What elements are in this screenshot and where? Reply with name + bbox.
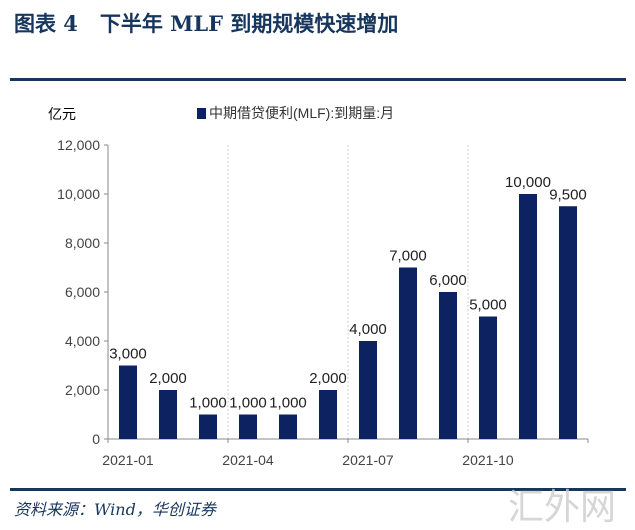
- bottom-rule: [10, 488, 626, 491]
- legend-label: 中期借贷便利(MLF):到期量:月: [209, 105, 395, 121]
- bar: [279, 414, 297, 439]
- y-tick-label: 10,000: [57, 186, 100, 202]
- bar: [519, 194, 537, 439]
- y-tick-label: 4,000: [65, 333, 100, 349]
- data-label: 4,000: [349, 321, 387, 338]
- bar: [479, 316, 497, 439]
- bar: [399, 267, 417, 439]
- bar: [439, 292, 457, 439]
- figure-title: 图表 4 下半年 MLF 到期规模快速增加: [14, 11, 399, 36]
- x-tick-label: 2021-07: [342, 452, 394, 468]
- data-label: 1,000: [229, 395, 267, 412]
- y-axis-unit: 亿元: [48, 106, 76, 122]
- y-tick-label: 6,000: [65, 284, 100, 300]
- x-tick-label: 2021-10: [462, 452, 514, 468]
- x-tick-label: 2021-04: [222, 452, 274, 468]
- data-label: 10,000: [505, 174, 551, 191]
- top-rule: [10, 78, 626, 81]
- legend-swatch: [197, 107, 206, 119]
- data-label: 9,500: [549, 186, 587, 203]
- y-tick-label: 12,000: [57, 137, 100, 153]
- bar: [559, 206, 577, 439]
- data-label: 6,000: [429, 272, 467, 289]
- bar: [199, 414, 217, 439]
- bar: [319, 390, 337, 439]
- data-label: 2,000: [149, 370, 187, 387]
- watermark: 汇外网: [508, 487, 617, 528]
- bar: [159, 390, 177, 439]
- source-note: 资料来源：Wind，华创证券: [14, 500, 216, 519]
- y-tick-label: 2,000: [65, 382, 100, 398]
- y-tick-label: 0: [92, 431, 100, 447]
- data-label: 1,000: [189, 395, 227, 412]
- bar: [239, 414, 257, 439]
- y-tick-label: 8,000: [65, 235, 100, 251]
- bar: [119, 365, 137, 439]
- x-tick-label: 2021-01: [102, 452, 154, 468]
- data-label: 2,000: [309, 370, 347, 387]
- legend: 中期借贷便利(MLF):到期量:月: [197, 103, 394, 123]
- bar: [359, 341, 377, 439]
- data-label: 1,000: [269, 395, 307, 412]
- data-label: 7,000: [389, 248, 427, 265]
- data-label: 3,000: [109, 346, 147, 363]
- data-label: 5,000: [469, 297, 507, 314]
